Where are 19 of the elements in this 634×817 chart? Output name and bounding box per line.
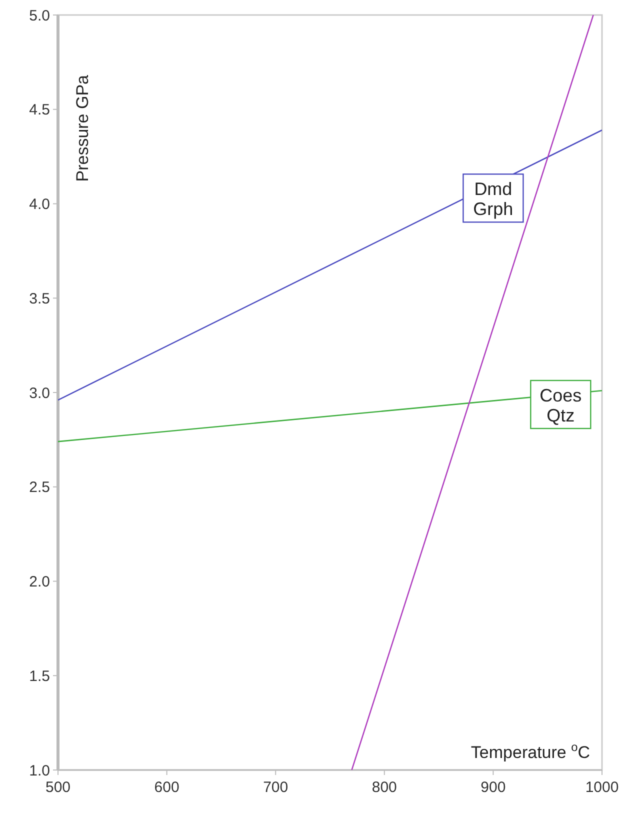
x-axis-title: Temperature $^{o}$C: [470, 740, 590, 762]
y-tick-label: 1.0: [29, 762, 50, 780]
y-tick-label: 5.0: [29, 7, 50, 24]
y-tick-label: 3.5: [29, 290, 50, 308]
x-tick-label: 700: [263, 779, 288, 796]
y-tick-label: 2.0: [29, 574, 50, 590]
y-tick-label: 3.0: [29, 384, 50, 402]
y-tick-label: 2.5: [29, 479, 50, 496]
annotation: Dmd Grph: [473, 179, 514, 220]
annotation: Coes Qtz: [540, 386, 582, 426]
x-tick-label: 1000: [585, 779, 619, 796]
y-tick-label: 4.0: [29, 196, 50, 213]
y-tick-label: 1.5: [29, 668, 50, 685]
y-tick-label: 4.5: [29, 102, 50, 119]
x-tick-label: 800: [372, 779, 397, 796]
x-tick-label: 500: [45, 779, 71, 796]
x-tick-label: 600: [154, 779, 180, 796]
y-axis-title: Pressure GPa: [73, 74, 92, 182]
x-tick-label: 900: [480, 779, 506, 796]
